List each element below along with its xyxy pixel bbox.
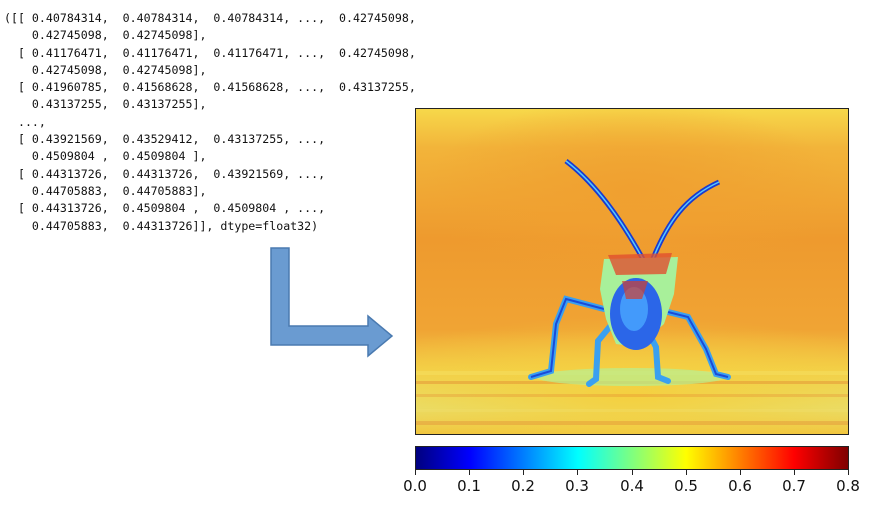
legs-outline <box>530 297 729 378</box>
colorbar-tick-label: 0.4 <box>620 477 644 495</box>
colorbar-tick-label: 0.7 <box>782 477 806 495</box>
colorbar-tick-label: 0.6 <box>728 477 752 495</box>
insect-heatmap-figure <box>416 159 848 425</box>
l-shaped-arrow-icon <box>270 247 394 358</box>
colorbar-tick-label: 0.0 <box>403 477 427 495</box>
shadow <box>536 368 726 386</box>
colorbar-tick-mark <box>686 470 687 475</box>
right-antenna <box>649 179 721 262</box>
colorbar-tick-mark <box>577 470 578 475</box>
colorbar-tick-mark <box>794 470 795 475</box>
colorbar-tick-mark <box>848 470 849 475</box>
array-output-text: ([[ 0.40784314, 0.40784314, 0.40784314, … <box>4 11 416 233</box>
head <box>622 281 648 299</box>
colorbar-tick-mark <box>415 470 416 475</box>
colorbar-tick-label: 0.8 <box>836 477 860 495</box>
colorbar-tick-mark <box>740 470 741 475</box>
colorbar-tick-mark <box>469 470 470 475</box>
colorbar-tick-label: 0.2 <box>511 477 535 495</box>
colorbar-tick-label: 0.3 <box>565 477 589 495</box>
left-antenna <box>564 159 647 263</box>
heatmap-image <box>415 108 849 435</box>
colorbar-tick-mark <box>632 470 633 475</box>
colorbar-tick-mark <box>523 470 524 475</box>
colorbar-ticks: 0.0 0.1 0.2 0.3 0.4 0.5 0.6 0.7 0.8 <box>403 470 860 500</box>
colorbar-tick-label: 0.5 <box>674 477 698 495</box>
colorbar <box>415 446 849 470</box>
colorbar-tick-label: 0.1 <box>457 477 481 495</box>
